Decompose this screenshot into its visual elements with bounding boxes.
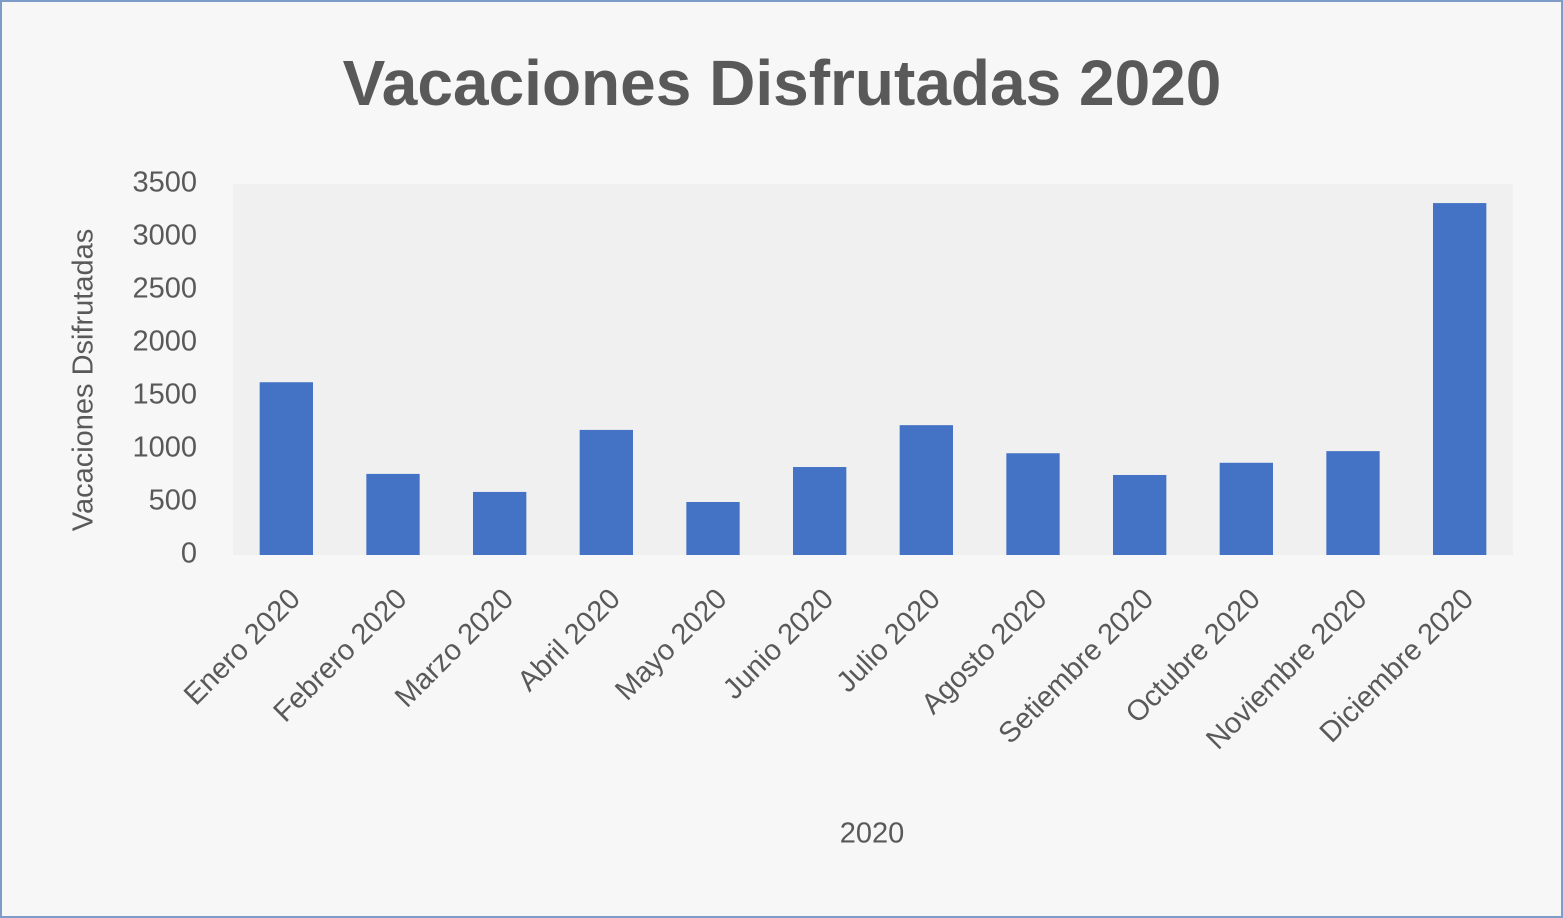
y-tick-label: 2000 <box>132 326 197 358</box>
bar <box>366 473 420 555</box>
y-tick-label: 1000 <box>132 432 197 464</box>
chart-title: Vacaciones Disfrutadas 2020 <box>343 47 1222 119</box>
bar <box>1433 203 1487 555</box>
bar <box>1113 474 1167 555</box>
y-tick-label: 2500 <box>132 273 197 305</box>
y-tick-label: 3000 <box>132 220 197 252</box>
y-tick-label: 3500 <box>132 167 197 199</box>
plot-area <box>233 184 1513 555</box>
x-axis-label: 2020 <box>840 818 905 850</box>
y-axis-label: Vacaciones Dsifrutadas <box>68 229 100 532</box>
bar <box>686 502 740 555</box>
bar <box>1219 462 1273 555</box>
bar <box>793 467 847 555</box>
y-tick-label: 500 <box>149 485 197 517</box>
bar <box>1326 451 1380 555</box>
y-tick-label: 1500 <box>132 379 197 411</box>
y-tick-label: 0 <box>181 538 197 570</box>
bar <box>579 429 633 555</box>
bar <box>259 382 313 555</box>
bar <box>473 491 527 555</box>
bar <box>899 425 953 555</box>
bar <box>1006 453 1060 555</box>
